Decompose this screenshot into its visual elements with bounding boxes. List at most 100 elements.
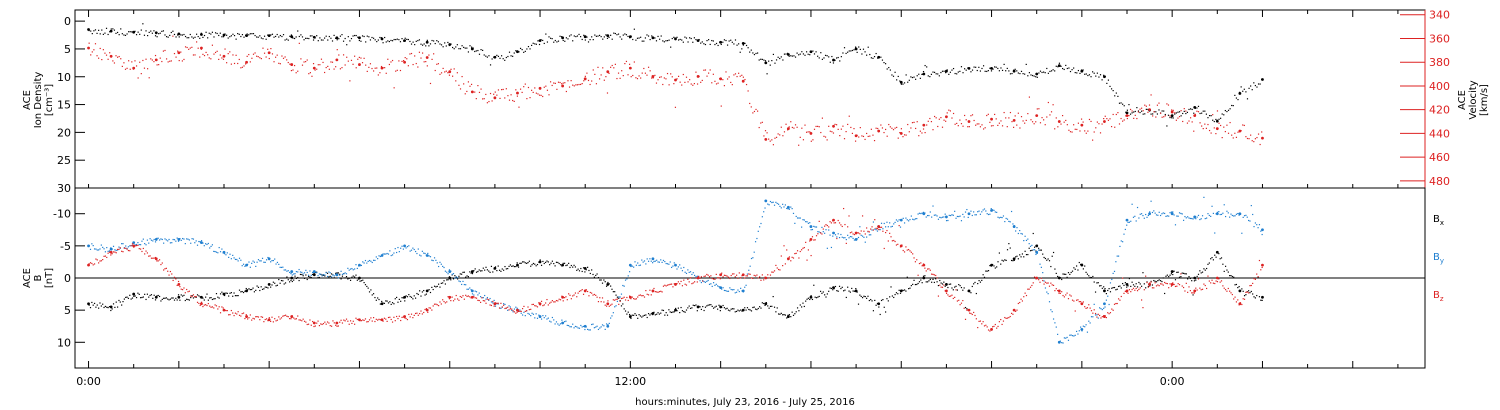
sample-point — [937, 73, 939, 75]
sample-point — [1030, 119, 1032, 121]
sample-point — [187, 298, 189, 301]
sample-point — [1099, 74, 1102, 76]
sample-point — [374, 39, 376, 41]
sample-point — [1017, 112, 1019, 114]
sample-point — [1071, 131, 1073, 133]
sample-point — [297, 271, 299, 273]
legend-bz: Bz — [1433, 290, 1444, 303]
sample-point — [691, 273, 693, 276]
sample-point — [1229, 216, 1231, 218]
sample-point — [731, 289, 734, 291]
data-point — [764, 199, 768, 203]
sample-point — [356, 318, 358, 321]
sample-point — [654, 37, 656, 39]
sample-point — [703, 281, 705, 283]
sample-point — [681, 270, 684, 272]
sample-point — [1243, 298, 1246, 300]
sample-point — [1095, 75, 1097, 77]
sample-point — [371, 320, 373, 322]
sample-point — [619, 77, 621, 79]
sample-point — [360, 57, 362, 59]
sample-point — [577, 268, 579, 270]
sample-point — [512, 99, 514, 102]
sample-point — [177, 240, 180, 242]
sample-point — [330, 61, 332, 63]
sample-point — [318, 325, 321, 327]
sample-point — [771, 305, 773, 307]
sample-point — [1172, 273, 1174, 276]
sample-point — [935, 73, 937, 75]
sample-point — [1150, 281, 1152, 283]
sample-point — [894, 71, 896, 73]
data-point — [651, 75, 655, 78]
sample-point — [1058, 292, 1060, 294]
sample-point — [1229, 290, 1231, 292]
sample-point — [1237, 212, 1239, 215]
sample-point — [436, 304, 438, 306]
sample-point — [1220, 257, 1223, 259]
sample-point — [890, 226, 892, 228]
data-point — [741, 79, 745, 83]
sample-point — [1082, 325, 1084, 327]
sample-point — [951, 287, 953, 289]
sample-point — [232, 254, 234, 257]
sample-point — [826, 224, 828, 227]
sample-point — [1036, 76, 1038, 78]
sample-point — [1187, 291, 1189, 293]
sample-point — [1242, 290, 1244, 292]
sample-point — [366, 321, 368, 323]
sample-point — [1108, 313, 1110, 315]
sample-point — [116, 31, 119, 34]
sample-point — [628, 37, 631, 39]
sample-point — [960, 123, 963, 125]
sample-point — [820, 52, 822, 54]
sample-point — [658, 313, 660, 315]
sample-point — [363, 262, 365, 264]
sample-point — [905, 134, 907, 136]
sample-point — [111, 308, 113, 310]
sample-point — [1195, 287, 1197, 289]
sample-point — [1025, 63, 1027, 66]
sample-point — [935, 117, 937, 119]
sample-point — [278, 36, 280, 38]
sample-point — [153, 61, 155, 63]
sample-point — [1123, 105, 1125, 107]
sample-point — [647, 260, 650, 262]
sample-point — [161, 60, 163, 63]
sample-point — [694, 274, 696, 277]
sample-point — [1224, 289, 1227, 291]
sample-point — [882, 230, 884, 232]
sample-point — [1185, 110, 1187, 112]
sample-point — [848, 237, 850, 239]
sample-point — [1025, 254, 1028, 256]
sample-point — [413, 295, 415, 297]
sample-point — [412, 247, 414, 249]
sample-point — [1155, 285, 1158, 287]
sample-point — [938, 75, 940, 77]
sample-point — [730, 39, 732, 41]
sample-point — [1128, 277, 1131, 280]
sample-point — [847, 123, 849, 126]
sample-point — [786, 207, 788, 210]
sample-point — [1111, 287, 1113, 289]
sample-point — [1208, 262, 1210, 264]
sample-point — [608, 72, 610, 74]
sample-point — [410, 43, 413, 45]
sample-point — [118, 248, 120, 250]
sample-point — [911, 76, 914, 79]
sample-point — [788, 256, 791, 258]
sample-point — [211, 298, 214, 301]
sample-point — [779, 269, 781, 271]
sample-point — [1130, 220, 1132, 222]
sample-point — [581, 270, 583, 273]
sample-point — [351, 322, 353, 325]
sample-point — [287, 39, 289, 41]
sample-point — [309, 270, 311, 272]
sample-point — [235, 38, 237, 40]
sample-point — [1172, 211, 1174, 213]
sample-point — [431, 39, 433, 42]
sample-point — [99, 260, 101, 262]
sample-point — [853, 290, 856, 292]
sample-point — [1174, 279, 1177, 281]
sample-point — [1078, 261, 1080, 264]
